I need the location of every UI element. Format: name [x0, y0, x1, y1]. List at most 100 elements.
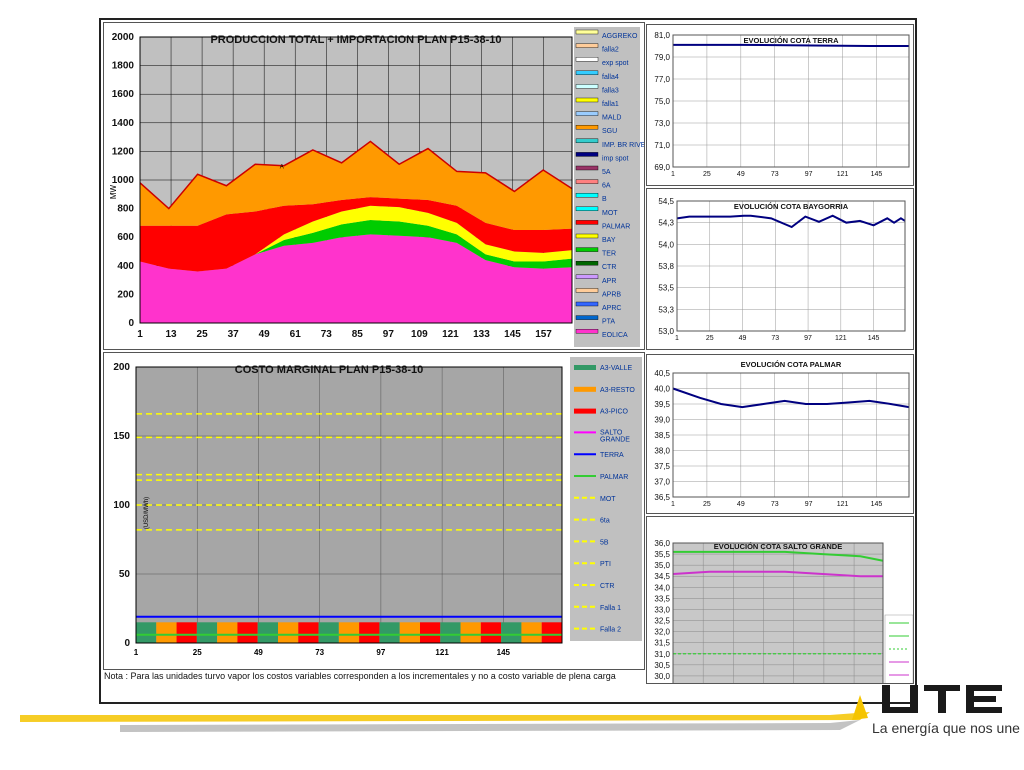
area-palmar — [140, 197, 572, 272]
cota-terra-chart: 69,0 71,0 73,0 75,0 77,0 79,0 81,0 1 25 49 73 97 121… — [654, 31, 910, 178]
plot-area — [673, 543, 883, 683]
period-bar — [480, 622, 502, 643]
y-tick-label: 53,8 — [658, 262, 674, 271]
legend-label: Falla 1 — [600, 605, 621, 612]
legend-label: 5A — [602, 169, 611, 176]
cota-palmar-panel: 36,5 37,0 37,5 38,0 38,5 39,0 39,5 40,0 40,5 1 25 4… — [646, 354, 914, 514]
legend-label: falla2 — [602, 47, 619, 54]
legend-label: 6ta — [600, 518, 610, 525]
x-tick-label: 49 — [737, 171, 745, 178]
x-tick-label: 97 — [383, 329, 395, 340]
legend-box — [574, 27, 640, 347]
legend-swatch — [574, 386, 596, 392]
y-axis-label: (USD/MWh) — [144, 497, 150, 529]
legend-swatch — [575, 260, 599, 266]
y-tick-label: 2000 — [112, 32, 135, 43]
x-tick-label: 13 — [165, 329, 177, 340]
legend-label: APRC — [602, 305, 621, 312]
cota-salto-grande-chart: 29,5 30,0 30,5 31,0 31,5 32,0 32,5 33,0 33,5 34,0… — [654, 539, 913, 683]
y-tick-label: 37,0 — [654, 478, 670, 487]
plot-border — [135, 366, 563, 644]
legend-label: A3-RESTO — [600, 387, 635, 394]
y-tick-label: 400 — [117, 261, 134, 272]
y-tick-label: 40,0 — [654, 385, 670, 394]
x-tick-label: 25 — [703, 171, 711, 178]
x-tick-label: 121 — [837, 501, 849, 508]
period-bar — [399, 622, 420, 643]
series-line — [676, 214, 906, 229]
plot-border — [672, 34, 910, 168]
x-tick-label: 73 — [771, 501, 779, 508]
y-tick-label: 79,0 — [654, 53, 670, 62]
period-bar — [278, 622, 299, 643]
period-bar — [359, 622, 380, 643]
legend-label: 6A — [602, 183, 611, 190]
x-tick-label: 25 — [197, 329, 209, 340]
legend-swatch — [575, 165, 599, 171]
y-tick-label: 0 — [128, 318, 134, 329]
legend-label: TER — [602, 251, 616, 258]
cota-salto-grande-panel: 29,5 30,0 30,5 31,0 31,5 32,0 32,5 33,0 33,5 34,0… — [646, 516, 914, 684]
chart-title: EVOLUCIÓN COTA SALTO GRANDE — [714, 542, 842, 551]
y-tick-label: 39,5 — [654, 400, 670, 409]
legend-swatch — [575, 70, 599, 75]
legend-swatch — [575, 329, 599, 334]
x-tick-label: 97 — [804, 335, 812, 342]
x-tick-label: 133 — [473, 329, 490, 340]
ute-logo — [882, 685, 1002, 713]
y-tick-label: 36,5 — [654, 493, 670, 502]
x-tick-label: 1 — [137, 329, 143, 340]
legend-swatch — [575, 220, 599, 225]
legend-label: exp spot — [602, 60, 629, 67]
legend-label: TERRA — [600, 452, 624, 459]
period-bar — [318, 622, 339, 643]
y-tick-label: 71,0 — [654, 141, 670, 150]
y-tick-label: 33,0 — [654, 605, 670, 614]
y-tick-label: 53,5 — [658, 284, 674, 293]
legend-swatch — [575, 301, 599, 307]
x-tick-label: 25 — [703, 501, 711, 508]
period-bar — [501, 622, 522, 643]
cota-baygorria-panel: 53,0 53,3 53,5 53,8 54,0 54,3 54,5 1 25 49 73 97 121… — [646, 188, 914, 350]
y-tick-label: 37,5 — [654, 462, 670, 471]
period-bar — [338, 622, 360, 643]
y-tick-label: 1000 — [112, 175, 135, 186]
y-tick-label: 39,0 — [654, 416, 670, 425]
period-bar — [196, 622, 218, 643]
y-tick-label: 31,0 — [654, 650, 670, 659]
legend-label: PALMAR — [600, 474, 628, 481]
legend-swatch — [575, 192, 599, 198]
bottom-stripes — [20, 695, 870, 732]
legend-label: CTR — [600, 583, 614, 590]
legend-label: APRB — [602, 291, 621, 298]
period-bar — [420, 622, 441, 643]
y-tick-label: 35,5 — [654, 550, 670, 559]
y-tick-label: 33,5 — [654, 594, 670, 603]
period-bar — [237, 622, 258, 643]
y-tick-label: 32,0 — [654, 628, 670, 637]
legend-label: SGU — [602, 128, 617, 135]
period-bar — [136, 622, 157, 643]
production-chart: 0 200 400 600 800 1000 1200 1400 1600 1800 2000 1 13… — [109, 27, 645, 347]
y-tick-label: 1200 — [112, 146, 135, 157]
x-tick-label: 145 — [871, 501, 883, 508]
y-tick-label: 800 — [117, 204, 134, 215]
legend-swatch — [575, 43, 599, 48]
x-tick-label: 1 — [134, 648, 139, 657]
legend-swatch — [575, 315, 599, 320]
legend-label: IMP. BR RIVERA — [602, 142, 645, 149]
area-eolica — [140, 234, 572, 323]
chart-title: COSTO MARGINAL PLAN P15-38-10 — [235, 364, 423, 376]
y-tick-label: 1400 — [112, 118, 135, 129]
legend-label: A3-PICO — [600, 409, 629, 416]
series-line — [673, 43, 909, 47]
y-tick-label: 40,5 — [654, 369, 670, 378]
x-tick-label: 121 — [835, 335, 847, 342]
period-bar — [521, 622, 542, 643]
legend-label: MALD — [602, 115, 621, 122]
period-bar — [541, 622, 562, 643]
series-line — [672, 570, 883, 578]
y-tick-label: 1600 — [112, 89, 135, 100]
legend-label: APR — [602, 278, 616, 285]
legend-swatch — [575, 206, 599, 212]
